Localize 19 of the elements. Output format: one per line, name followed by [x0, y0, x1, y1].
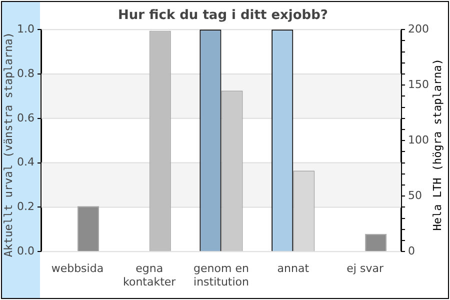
- y2-tick-label: 0: [408, 244, 416, 258]
- y-tick-label: 0.8: [16, 66, 34, 80]
- x-tick-label: ej svar: [346, 262, 384, 276]
- y-tick-label: 0.6: [16, 111, 34, 124]
- y-tick-label: 0.0: [16, 244, 34, 258]
- x-tick-label: webbsida: [51, 262, 104, 276]
- chart-title: Hur fick du tag i ditt exjobb?: [118, 8, 328, 24]
- x-tick-label: annat: [277, 262, 310, 276]
- y-tick-label: 1.0: [16, 22, 34, 36]
- y-axis-title: Aktuellt urval (vänstra staplarna): [2, 32, 15, 258]
- x-tick-label: genom en institution: [194, 262, 250, 288]
- y2-tick-label: 150: [408, 78, 430, 91]
- y2-tick-label: 100: [408, 133, 430, 146]
- y2-axis-title: Hela LTH (högra staplarna): [430, 58, 444, 231]
- x-tick-label: egna kontakter: [122, 262, 176, 288]
- y-tick-label: 0.4: [16, 156, 34, 169]
- y2-tick-label: 200: [408, 22, 430, 36]
- y-tick-label: 0.2: [16, 200, 34, 214]
- y2-tick-label: 50: [408, 188, 422, 202]
